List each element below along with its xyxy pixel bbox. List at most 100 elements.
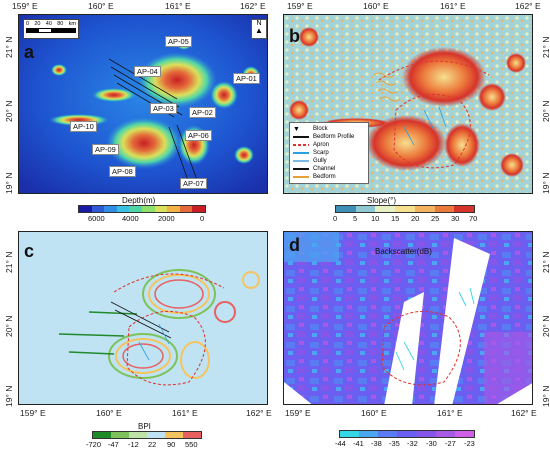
colorbar-swatch bbox=[104, 206, 117, 212]
colorbar-tick: 70 bbox=[469, 214, 478, 223]
backscatter-map[interactable] bbox=[283, 231, 533, 405]
panel-d: 21° N 20° N 19° N bbox=[275, 225, 550, 453]
scale-label: 40 bbox=[45, 21, 52, 27]
scale-bar: 0 20 40 80 km bbox=[23, 19, 79, 39]
scale-label: 80 bbox=[57, 21, 64, 27]
backscatter-shading bbox=[284, 232, 532, 404]
legend-label: Channel bbox=[313, 166, 336, 172]
lon-tick: 160° E bbox=[96, 408, 122, 418]
scale-unit: km bbox=[68, 21, 76, 27]
ap-label: AP-10 bbox=[70, 121, 97, 132]
ap-label: AP-04 bbox=[134, 66, 161, 77]
colorbar-swatch bbox=[435, 431, 455, 437]
legend-item: ▼ Block bbox=[293, 125, 328, 133]
colorbar-swatch bbox=[355, 206, 376, 212]
north-label: N bbox=[256, 20, 262, 27]
colorbar-swatch bbox=[111, 432, 129, 438]
scale-label: 20 bbox=[34, 21, 41, 27]
ap-label: AP-03 bbox=[150, 103, 177, 114]
legend-item: Apron bbox=[293, 141, 365, 149]
colorbar-swatch bbox=[375, 206, 396, 212]
lat-tick: 20° N bbox=[4, 100, 14, 122]
colorbar-tick: -32 bbox=[407, 439, 418, 448]
colorbar-tick: 20 bbox=[411, 214, 420, 223]
lon-tick: 162° E bbox=[515, 1, 541, 11]
colorbar-tick: 25 bbox=[431, 214, 440, 223]
north-arrow-icon: N ▲ bbox=[251, 19, 267, 39]
colorbar-tick: -27 bbox=[445, 439, 456, 448]
lon-tick: 162° E bbox=[246, 408, 272, 418]
panel-label: d bbox=[289, 235, 300, 255]
colorbar-swatch bbox=[378, 431, 398, 437]
colorbar-swatch bbox=[147, 432, 165, 438]
colorbar-swatch bbox=[416, 431, 436, 437]
colorbar-swatch bbox=[93, 432, 111, 438]
lon-tick: 161° E bbox=[165, 1, 191, 11]
bpi-colorbar bbox=[92, 431, 202, 439]
lat-tick: 21° N bbox=[4, 251, 14, 273]
lon-tick: 160° E bbox=[363, 1, 389, 11]
lat-tick: 21° N bbox=[541, 251, 550, 273]
lon-tick: 159° E bbox=[20, 408, 46, 418]
lat-tick: 21° N bbox=[541, 36, 550, 58]
colorbar-tick: 22 bbox=[148, 440, 157, 449]
panel-b: 159° E 160° E 161° E 162° E 21° N 20° N … bbox=[275, 0, 550, 225]
colorbar-tick: -38 bbox=[371, 439, 382, 448]
colorbar-tick: -41 bbox=[353, 439, 364, 448]
colorbar-swatch bbox=[395, 206, 415, 212]
bathymetry-map[interactable]: 0 20 40 80 km N ▲ bbox=[18, 14, 268, 194]
legend-item: Gully bbox=[293, 157, 365, 165]
colorbar-tick: 2000 bbox=[158, 214, 175, 223]
lon-tick: 162° E bbox=[511, 408, 537, 418]
colorbar-swatch bbox=[165, 432, 183, 438]
lon-tick: 159° E bbox=[287, 1, 313, 11]
legend-item: Scarp bbox=[293, 149, 365, 157]
ap-label: AP-01 bbox=[233, 73, 260, 84]
colorbar-swatch bbox=[183, 432, 201, 438]
colorbar-tick: 4000 bbox=[122, 214, 139, 223]
lon-tick: 161° E bbox=[437, 408, 463, 418]
colorbar-swatch bbox=[167, 206, 180, 212]
colorbar-swatch bbox=[454, 206, 475, 212]
lat-tick: 19° N bbox=[4, 385, 14, 407]
colorbar-swatch bbox=[434, 206, 455, 212]
colorbar-swatch bbox=[340, 431, 360, 437]
ap-label: AP-09 bbox=[92, 144, 119, 155]
colorbar-tick: 0 bbox=[200, 214, 205, 223]
lat-tick: 19° N bbox=[541, 385, 550, 407]
map-legend: ▼ Block Bedform Profile Apron Scarp Gully… bbox=[289, 122, 369, 184]
ap-label: AP-08 bbox=[109, 166, 136, 177]
colorbar-tick: 15 bbox=[391, 214, 400, 223]
colorbar-swatch bbox=[129, 206, 142, 212]
legend-label: Apron bbox=[313, 142, 330, 148]
colorbar-swatch bbox=[397, 431, 417, 437]
legend-label: Scarp bbox=[313, 150, 329, 156]
colorbar-title: Backscatter(dB) bbox=[375, 247, 432, 256]
lat-tick: 19° N bbox=[541, 172, 550, 194]
legend-item: Bedform bbox=[293, 173, 365, 181]
backscatter-colorbar bbox=[339, 430, 475, 438]
colorbar-tick: -30 bbox=[426, 439, 437, 448]
lon-tick: 160° E bbox=[88, 1, 114, 11]
colorbar-tick: -720 bbox=[86, 440, 102, 449]
panel-label: b bbox=[289, 26, 300, 46]
lon-tick: 159° E bbox=[12, 1, 38, 11]
lon-tick: 161° E bbox=[440, 1, 466, 11]
colorbar-swatch bbox=[192, 206, 205, 212]
ap-label: AP-06 bbox=[185, 130, 212, 141]
colorbar-tick: 6000 bbox=[88, 214, 105, 223]
ap-label: AP-05 bbox=[165, 36, 192, 47]
colorbar-swatch bbox=[154, 206, 168, 212]
scale-label: 0 bbox=[26, 21, 30, 27]
colorbar-swatch bbox=[336, 206, 356, 212]
bpi-map[interactable] bbox=[18, 231, 268, 405]
legend-label: Bedform bbox=[313, 174, 336, 180]
ap-label: AP-07 bbox=[180, 178, 207, 189]
lon-tick: 160° E bbox=[361, 408, 387, 418]
lat-tick: 20° N bbox=[541, 100, 550, 122]
lon-tick: 161° E bbox=[172, 408, 198, 418]
colorbar-swatch bbox=[129, 432, 147, 438]
colorbar-tick: 90 bbox=[167, 440, 176, 449]
colorbar-tick: -44 bbox=[335, 439, 346, 448]
depth-colorbar bbox=[78, 205, 206, 213]
